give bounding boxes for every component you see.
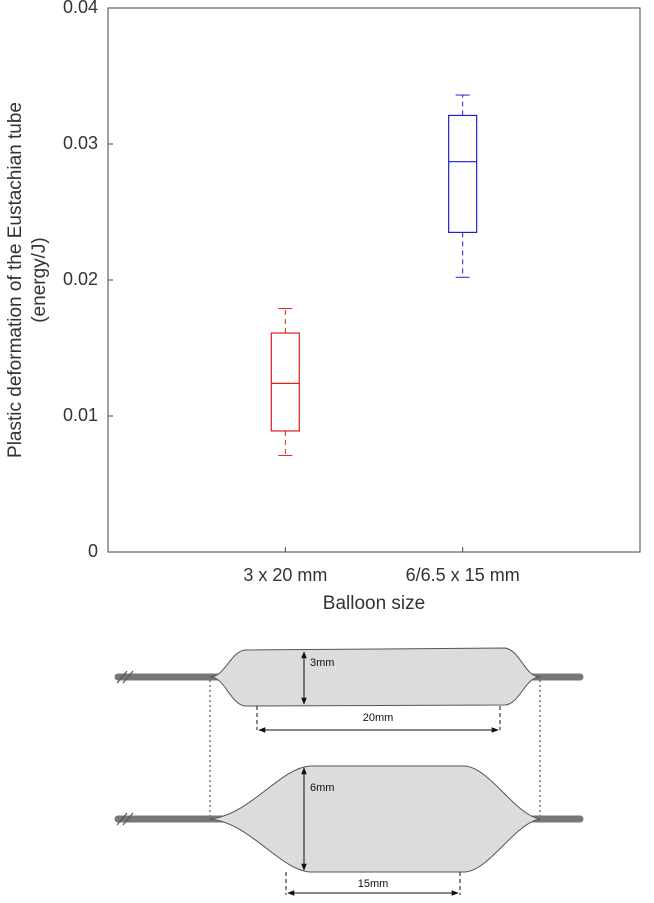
break-mark bbox=[116, 670, 134, 684]
y-tick-label: 0.01 bbox=[63, 405, 98, 425]
x-tick-label: 3 x 20 mm bbox=[243, 565, 327, 585]
balloon-small bbox=[209, 647, 541, 707]
dimension-label: 15mm bbox=[358, 878, 389, 890]
dimension-label: 6mm bbox=[310, 782, 334, 794]
break-mark bbox=[116, 812, 134, 826]
balloon-diagram: 3mm 20mm 6mm 15mm bbox=[114, 647, 584, 896]
box bbox=[270, 332, 300, 432]
x-axis-label: Balloon size bbox=[323, 593, 425, 614]
balloon-large bbox=[209, 765, 541, 873]
y-tick-label: 0.04 bbox=[63, 0, 98, 17]
y-axis-label: (energy/J) bbox=[29, 237, 50, 323]
y-tick-label: 0.02 bbox=[63, 269, 98, 289]
y-tick-label: 0.03 bbox=[63, 133, 98, 153]
box bbox=[448, 114, 478, 234]
y-tick-label: 0 bbox=[88, 541, 98, 561]
dimension-label: 3mm bbox=[310, 657, 334, 669]
dimension-label: 20mm bbox=[363, 712, 394, 724]
plot-frame bbox=[107, 7, 641, 553]
x-tick-label: 6/6.5 x 15 mm bbox=[406, 565, 520, 585]
y-axis-label: Plastic deformation of the Eustachian tu… bbox=[5, 102, 26, 458]
